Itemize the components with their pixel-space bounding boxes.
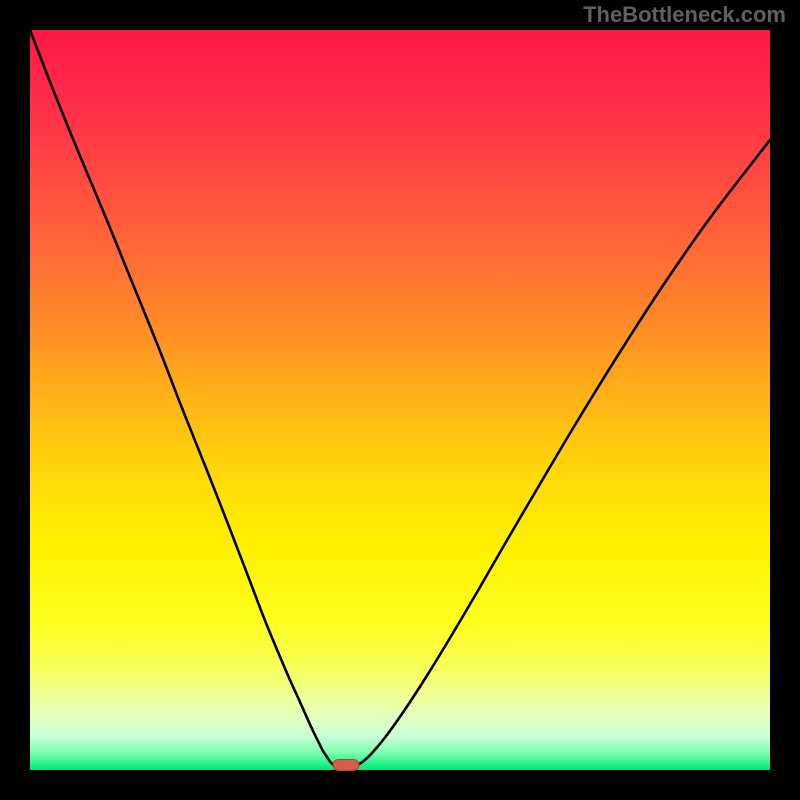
watermark-text: TheBottleneck.com [583, 2, 786, 28]
plot-background-gradient [30, 30, 770, 770]
chart-container: TheBottleneck.com [0, 0, 800, 800]
bottleneck-chart [0, 0, 800, 800]
optimum-marker [333, 760, 359, 771]
